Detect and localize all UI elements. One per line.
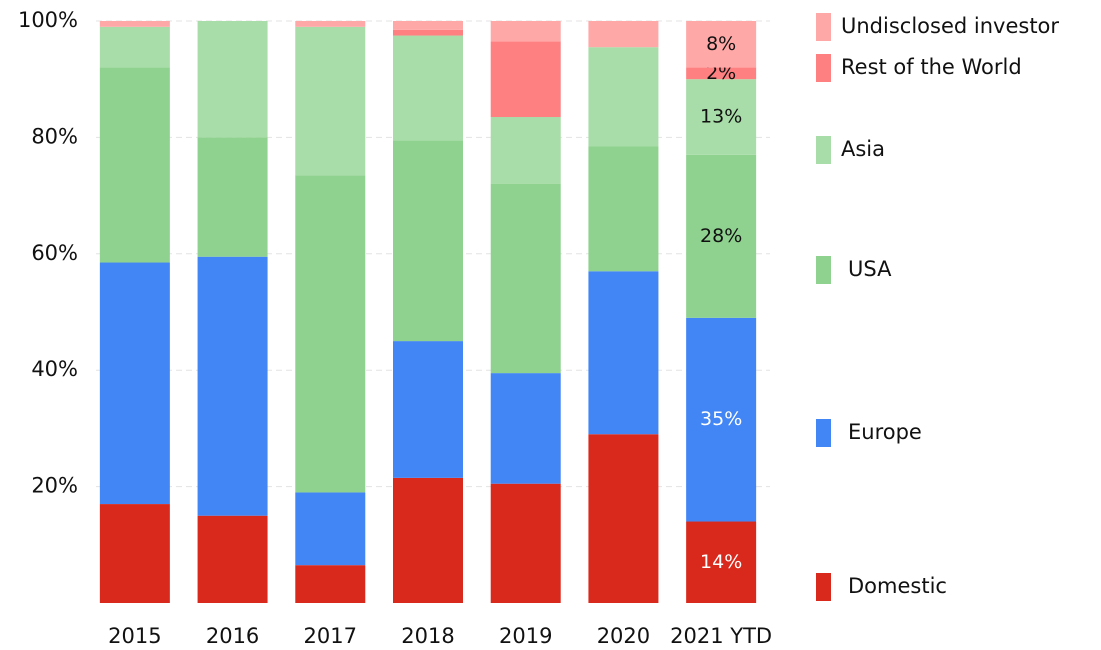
legend-label: Rest of the World	[841, 55, 1022, 79]
y-tick-label: 80%	[31, 124, 78, 148]
bar-segment	[197, 256, 268, 516]
legend-swatch	[816, 13, 831, 41]
bar-segment	[588, 21, 659, 48]
bar-segment	[490, 21, 561, 42]
data-label: 28%	[700, 225, 742, 247]
bar-segment	[99, 21, 170, 27]
bar-segment	[490, 117, 561, 184]
bar-segment	[588, 271, 659, 435]
bar-segment	[393, 341, 463, 478]
bar-segment	[99, 26, 170, 68]
y-tick-label: 100%	[18, 8, 78, 32]
bar-segment	[295, 175, 366, 493]
data-label: 8%	[706, 33, 736, 55]
bar-segment	[99, 262, 170, 505]
x-tick-label: 2017	[304, 624, 357, 648]
bar-segment	[490, 41, 561, 118]
bar-segment	[295, 565, 366, 603]
bar-segment	[588, 434, 659, 603]
bar-segment	[295, 21, 366, 27]
bar-segment	[393, 140, 463, 342]
x-tick-label: 2019	[499, 624, 552, 648]
legend-label: Europe	[848, 420, 922, 444]
x-tick-label: 2016	[206, 624, 259, 648]
legend-label: Asia	[841, 137, 885, 161]
bar-segment	[295, 26, 366, 176]
bar-segment	[197, 21, 268, 138]
bar-segment	[490, 373, 561, 484]
bar-segment	[490, 183, 561, 374]
y-tick-label: 60%	[31, 241, 78, 265]
bar-segment	[490, 483, 561, 603]
x-tick-label: 2018	[401, 624, 454, 648]
bar-segment	[686, 21, 757, 68]
bar-segment	[393, 21, 463, 30]
bar-segment	[686, 67, 757, 80]
data-label: 35%	[700, 408, 742, 430]
bar-segment	[393, 35, 463, 141]
bar-segment	[393, 477, 463, 603]
legend-swatch	[816, 256, 831, 284]
y-tick-label: 20%	[31, 474, 78, 498]
bar-segment	[686, 154, 757, 318]
bar-segment	[686, 317, 757, 522]
bar-segment	[588, 47, 659, 147]
bar-segment	[197, 137, 268, 257]
data-label: 13%	[700, 106, 742, 128]
bar-segment	[99, 504, 170, 603]
bar-segment	[588, 146, 659, 272]
bar-segment	[393, 29, 463, 36]
bar-segment	[295, 492, 366, 566]
bar-segment	[197, 515, 268, 603]
bar-segment	[686, 79, 757, 155]
legend-swatch	[816, 573, 831, 601]
legend-label: Undisclosed investor	[841, 14, 1059, 38]
bar-segment	[686, 521, 757, 603]
x-tick-label: 2021 YTD	[670, 624, 772, 648]
y-tick-label: 40%	[31, 357, 78, 381]
legend-label: USA	[848, 257, 892, 281]
legend-swatch	[816, 54, 831, 82]
bar-segment	[99, 67, 170, 263]
legend-swatch	[816, 419, 831, 447]
data-label: 14%	[700, 551, 742, 573]
legend-label: Domestic	[848, 574, 947, 598]
legend-swatch	[816, 136, 831, 164]
x-tick-label: 2020	[597, 624, 650, 648]
x-tick-label: 2015	[108, 624, 161, 648]
